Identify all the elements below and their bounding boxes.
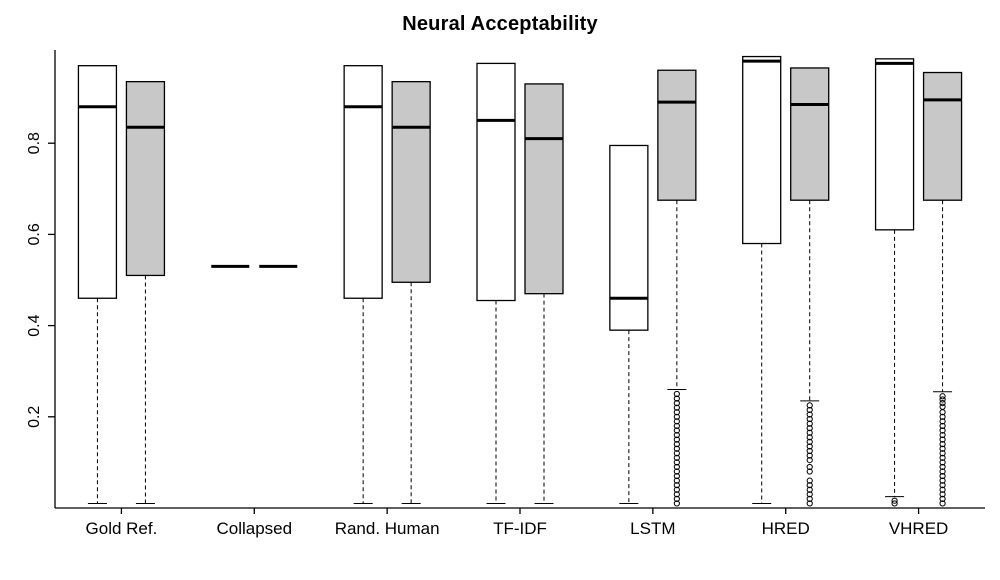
x-tick-label: Collapsed	[216, 519, 292, 538]
outlier-point	[673, 491, 680, 498]
y-tick-label: 0.8	[26, 132, 43, 154]
outlier-point	[806, 415, 813, 423]
outlier-point	[806, 406, 813, 414]
box	[125, 80, 166, 277]
outlier-point	[939, 495, 946, 502]
outlier-point	[939, 418, 946, 425]
outlier-point	[806, 434, 813, 441]
outlier-point	[673, 413, 680, 420]
box	[790, 67, 830, 201]
y-tick-label: 0.2	[26, 406, 43, 428]
outlier-point	[806, 443, 813, 450]
y-tick-label: 0.6	[26, 223, 43, 245]
outlier-point	[806, 429, 813, 436]
outlier-point	[806, 495, 813, 502]
outlier-point	[891, 500, 898, 507]
outlier-point	[673, 500, 680, 507]
outlier-point	[673, 422, 680, 430]
outlier-point	[806, 500, 813, 507]
outlier-point	[939, 463, 946, 471]
outlier-point	[673, 468, 680, 475]
outlier-point	[939, 445, 946, 452]
outlier-point	[673, 477, 680, 484]
outlier-point	[806, 447, 813, 455]
outlier-point	[939, 400, 946, 407]
outlier-point	[673, 495, 680, 502]
outlier-point	[673, 427, 680, 434]
outlier-point	[939, 486, 946, 493]
outlier-point	[891, 497, 898, 504]
outlier-point	[939, 477, 946, 484]
outlier-point	[939, 393, 946, 400]
outlier-point	[673, 463, 680, 471]
outlier-point	[673, 431, 680, 439]
outlier-point	[939, 413, 946, 420]
outlier-point	[939, 422, 946, 430]
outlier-point	[939, 450, 946, 457]
outlier-point	[806, 438, 813, 445]
box	[922, 71, 963, 201]
outlier-point	[806, 468, 813, 475]
outlier-point	[939, 427, 946, 434]
x-tick-label: LSTM	[630, 519, 675, 538]
box	[609, 144, 649, 331]
box	[874, 58, 915, 231]
box	[343, 65, 383, 299]
outlier-point	[673, 459, 680, 466]
outlier-point	[806, 457, 813, 464]
outlier-point	[939, 459, 946, 466]
x-tick-label: TF-IDF	[493, 519, 547, 538]
outlier-point	[806, 463, 813, 471]
outlier-point	[806, 452, 813, 459]
outlier-point	[673, 418, 680, 425]
outlier-point	[673, 395, 680, 402]
outlier-point	[939, 431, 946, 439]
box	[657, 69, 697, 201]
outlier-point	[673, 409, 680, 416]
x-tick-label: Gold Ref.	[86, 519, 158, 538]
outlier-point	[939, 472, 946, 480]
outlier-point	[673, 400, 680, 407]
outlier-point	[806, 486, 813, 493]
outlier-point	[939, 396, 946, 403]
outlier-point	[939, 409, 946, 416]
outlier-point	[939, 482, 946, 489]
outlier-point	[673, 450, 680, 457]
outlier-point	[673, 404, 680, 411]
box	[742, 55, 782, 245]
outlier-point	[673, 390, 680, 398]
outlier-point	[806, 411, 813, 418]
outlier-point	[939, 436, 946, 443]
outlier-point	[673, 445, 680, 452]
box	[391, 80, 431, 283]
outlier-point	[673, 472, 680, 480]
outlier-point	[806, 402, 813, 409]
outlier-point	[939, 491, 946, 498]
outlier-point	[939, 454, 946, 461]
outlier-point	[939, 403, 946, 410]
outlier-point	[673, 486, 680, 493]
outlier-point	[673, 436, 680, 443]
x-tick-label: HRED	[762, 519, 810, 538]
x-tick-label: VHRED	[889, 519, 949, 538]
outlier-point	[806, 491, 813, 498]
x-tick-label: Rand. Human	[335, 519, 440, 538]
box	[524, 83, 564, 295]
outlier-point	[673, 441, 680, 448]
outlier-point	[806, 420, 813, 427]
box	[476, 62, 516, 302]
outlier-point	[806, 482, 813, 489]
outlier-point	[939, 500, 946, 507]
box	[77, 65, 118, 299]
outlier-point	[806, 425, 813, 432]
outlier-point	[806, 477, 813, 484]
outlier-point	[673, 482, 680, 489]
chart-title: Neural Acceptability	[402, 13, 598, 35]
outlier-point	[939, 441, 946, 448]
outlier-point	[939, 468, 946, 475]
y-tick-label: 0.4	[26, 314, 43, 336]
outlier-point	[673, 454, 680, 461]
